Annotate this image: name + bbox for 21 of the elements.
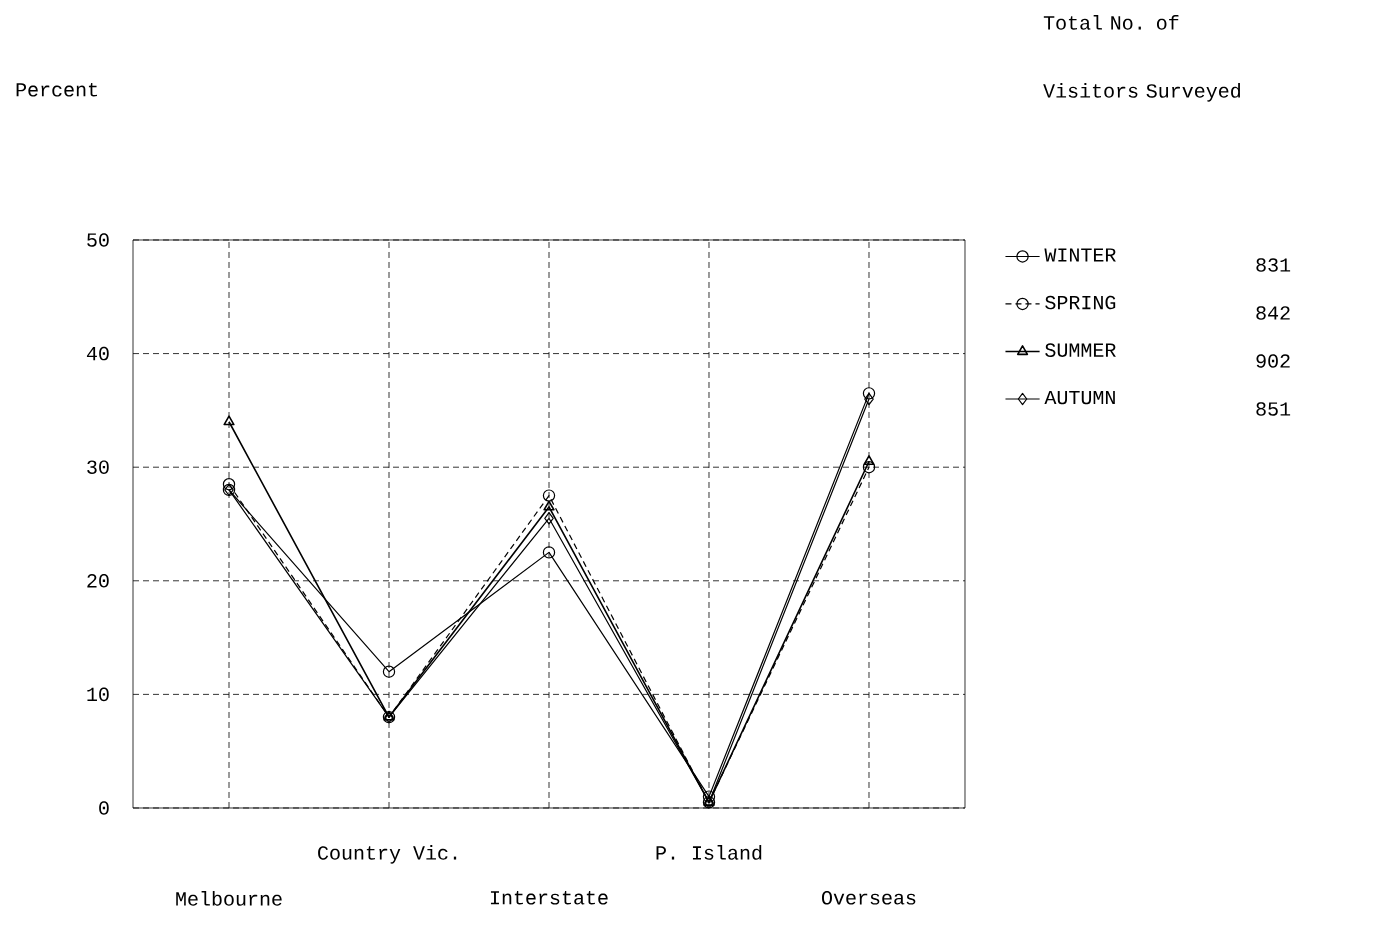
text: Percent xyxy=(16,83,98,97)
y-tick-label: 0 xyxy=(99,801,109,815)
legend-label: WINTER xyxy=(1044,248,1116,262)
x-tick-label: Interstate xyxy=(490,891,608,905)
y-tick-label: 20 xyxy=(87,573,109,588)
y-tick-label: 50 xyxy=(87,233,109,247)
y-tick-label: 40 xyxy=(86,346,109,361)
legend-label: SPRING xyxy=(1045,295,1116,310)
y-tick-label: 30 xyxy=(87,460,109,474)
text: 842 xyxy=(1256,306,1290,320)
x-tick-label: Country Vic. xyxy=(318,845,457,864)
x-tick-label: Overseas xyxy=(821,891,916,905)
y-tick-label: 10 xyxy=(87,687,109,702)
legend-label: AUTUMN xyxy=(1044,390,1115,405)
x-tick-label: P. Island xyxy=(656,845,762,860)
x-tick-label: Melbourne xyxy=(176,891,282,906)
text: 851 xyxy=(1256,402,1291,416)
text: 902 xyxy=(1256,354,1290,368)
text: 831 xyxy=(1256,258,1291,272)
legend-label: SUMMER xyxy=(1045,343,1116,357)
text: Total No. of Visitors Surveyed xyxy=(1043,15,1240,102)
